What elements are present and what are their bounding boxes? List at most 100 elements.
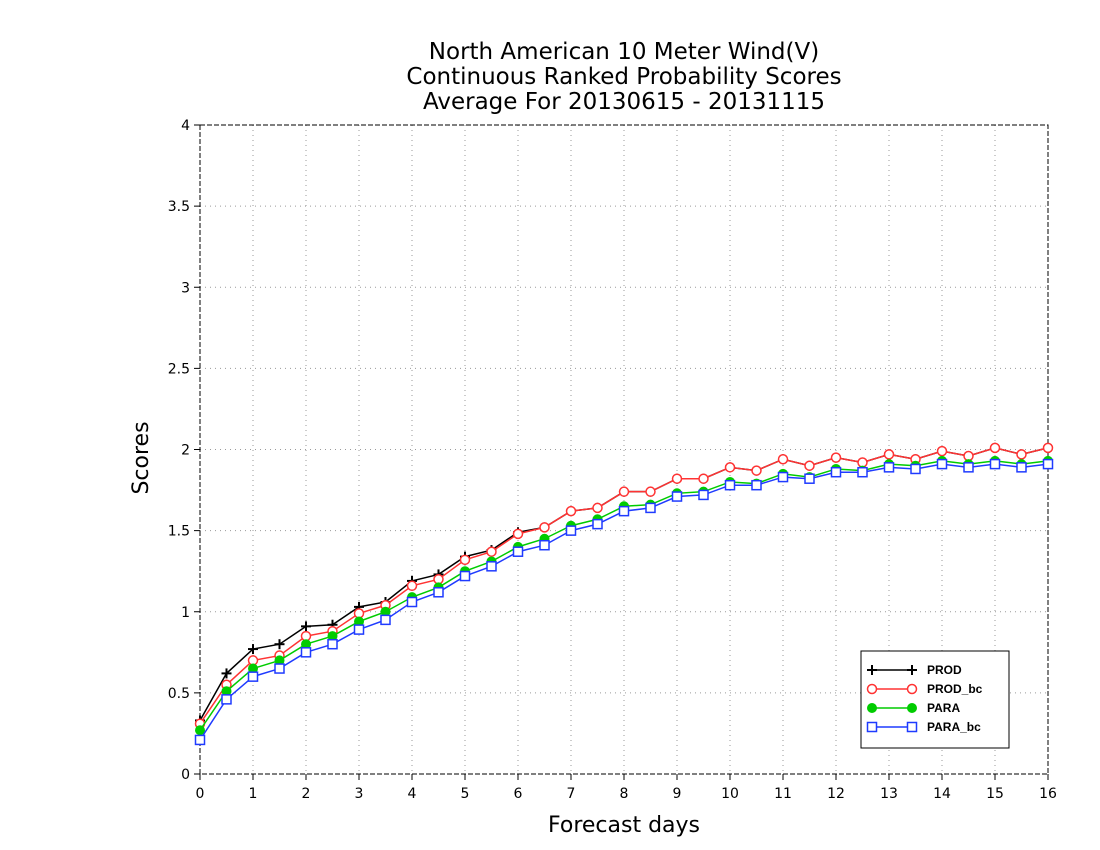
legend-label: PARA [927,701,960,715]
data-point-para-bc [194,734,206,746]
legend-marker [867,665,877,675]
x-axis: 0 1 2 3 4 5 6 7 8 9 10 11 12 13 14 15 16 [196,774,1057,802]
data-point-prod-bc [1042,442,1054,454]
legend-marker [906,683,918,695]
data-point-para-bc [671,491,683,502]
x-tick-label: 5 [461,786,470,802]
data-point-para-bc [645,502,656,514]
legend-marker [907,665,917,675]
x-tick-label: 8 [620,786,629,802]
x-tick-label: 13 [880,786,898,802]
data-point-para-bc [247,671,259,682]
x-tick-label: 15 [986,786,1004,802]
data-point-prod-bc [751,465,762,476]
data-point-prod-bc [486,546,497,557]
x-tick-label: 12 [827,786,845,802]
data-point-para-bc [618,505,630,517]
x-tick-label: 0 [196,786,205,802]
data-point-para-bc [698,489,709,501]
data-point-para-bc [274,663,285,674]
legend-item-para-bc: PARA_bc [866,720,981,734]
x-tick-label: 10 [721,786,739,802]
data-point-para-bc [777,471,789,483]
x-tick-label: 11 [774,786,792,802]
data-point-prod-bc [512,528,524,540]
legend-marker [906,721,918,733]
legend-item-prod: PROD [867,663,962,677]
x-tick-label: 9 [673,786,682,802]
x-tick-label: 16 [1039,786,1057,802]
series-prod-bc [194,442,1054,729]
x-tick-label: 6 [514,786,523,802]
data-point-prod-bc [724,462,736,473]
x-tick-label: 3 [355,786,364,802]
chart-title: North American 10 Meter Wind(V) Continuo… [406,39,841,115]
y-tick-label: 3.5 [168,199,190,215]
data-point-prod-bc [830,452,842,463]
legend-box [860,650,1010,749]
data-point-para-bc [327,638,338,650]
legend-label: PARA_bc [927,720,981,734]
y-axis: 0 0.5 1 1.5 2 2.5 3 3.5 4 [168,118,200,783]
legend-item-prod-bc: PROD_bc [866,682,983,696]
data-point-para-bc [380,614,391,626]
legend-label: PROD [927,663,962,677]
legend-marker [867,703,877,713]
x-tick-label: 14 [933,786,951,802]
data-point-para-bc [883,462,895,473]
y-tick-label: 1 [181,605,190,621]
chart-title-line-3: Average For 20130615 - 20131115 [423,89,825,115]
data-point-para-bc [857,466,868,478]
data-point-prod-bc [645,486,656,497]
data-point-para-bc [751,479,762,491]
data-point-para-bc [486,561,497,572]
data-point-para-bc [830,466,842,478]
chart-title-line-2: Continuous Ranked Probability Scores [406,64,841,90]
data-point-prod-bc [459,554,471,566]
data-point-prod-bc [1016,449,1027,460]
data-point-prod-bc [804,460,815,471]
legend: PROD PROD_bc PARA PARA_bc [860,650,1010,749]
data-point-para-bc [459,570,471,582]
data-point-para-bc [936,458,948,470]
data-point-para-bc [512,546,524,557]
data-point-prod-bc [406,580,418,592]
data-point-prod-bc [539,522,550,533]
data-point-para-bc [1016,462,1027,473]
y-tick-label: 0.5 [168,686,190,702]
data-point-prod-bc [698,473,709,484]
y-tick-label: 0 [181,767,190,783]
legend-marker [907,703,917,713]
series-layer [194,442,1054,746]
data-point-prod-bc [671,473,683,484]
y-tick-label: 4 [181,118,190,134]
data-point-para-bc [353,624,365,635]
data-point-prod [221,668,232,679]
data-point-para-bc [804,473,815,484]
data-point-para-bc [565,525,577,536]
legend-marker [866,721,878,733]
x-tick-label: 7 [567,786,576,802]
data-point-prod [248,644,258,655]
x-axis-label: Forecast days [548,813,700,838]
data-point-prod-bc [592,502,603,514]
series-para-bc [194,458,1054,746]
legend-label: PROD_bc [927,682,983,696]
x-tick-label: 4 [408,786,417,802]
data-point-para-bc [989,458,1001,470]
y-tick-label: 2 [181,443,190,459]
legend-item-para: PARA [867,701,960,715]
data-point-para [195,725,205,736]
y-tick-label: 3 [181,280,190,296]
data-point-para-bc [539,539,550,551]
data-point-prod-bc [618,486,630,497]
data-point-para-bc [433,587,444,598]
data-point-prod-bc [989,442,1001,454]
data-point-para-bc [221,694,232,705]
data-point-para-bc [592,518,603,530]
data-point-para-bc [724,479,736,491]
data-point-prod-bc [936,445,948,457]
data-point-para-bc [300,647,312,658]
data-point-para-bc [1042,458,1054,470]
chart-title-line-1: North American 10 Meter Wind(V) [429,39,819,65]
